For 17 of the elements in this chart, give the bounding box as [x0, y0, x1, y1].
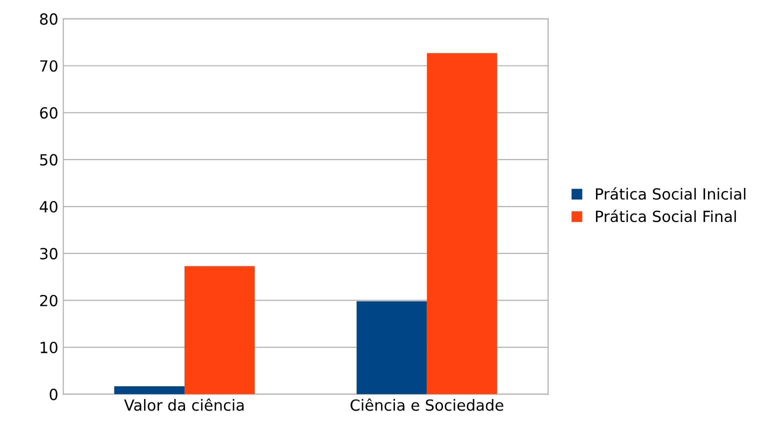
bar: [356, 301, 427, 394]
bar: [184, 266, 255, 394]
y-tick-label: 30: [40, 248, 58, 260]
bar: [426, 53, 498, 394]
y-tick-label: 80: [40, 13, 58, 25]
y-tick-label: 0: [50, 388, 58, 400]
bar: [114, 386, 185, 394]
legend-label: Prática Social Inicial: [596, 187, 746, 200]
x-tick-label: Valor da ciência: [124, 398, 244, 411]
y-tick-label: 50: [40, 154, 58, 166]
y-tick-label: 10: [40, 342, 58, 354]
y-tick-label: 70: [40, 60, 58, 72]
legend-label: Prática Social Final: [596, 210, 736, 222]
y-tick-label: 20: [40, 294, 58, 306]
x-tick-label: Ciência e Sociedade: [350, 398, 504, 411]
y-tick-label: 60: [40, 107, 58, 119]
y-tick-label: 40: [40, 200, 58, 213]
